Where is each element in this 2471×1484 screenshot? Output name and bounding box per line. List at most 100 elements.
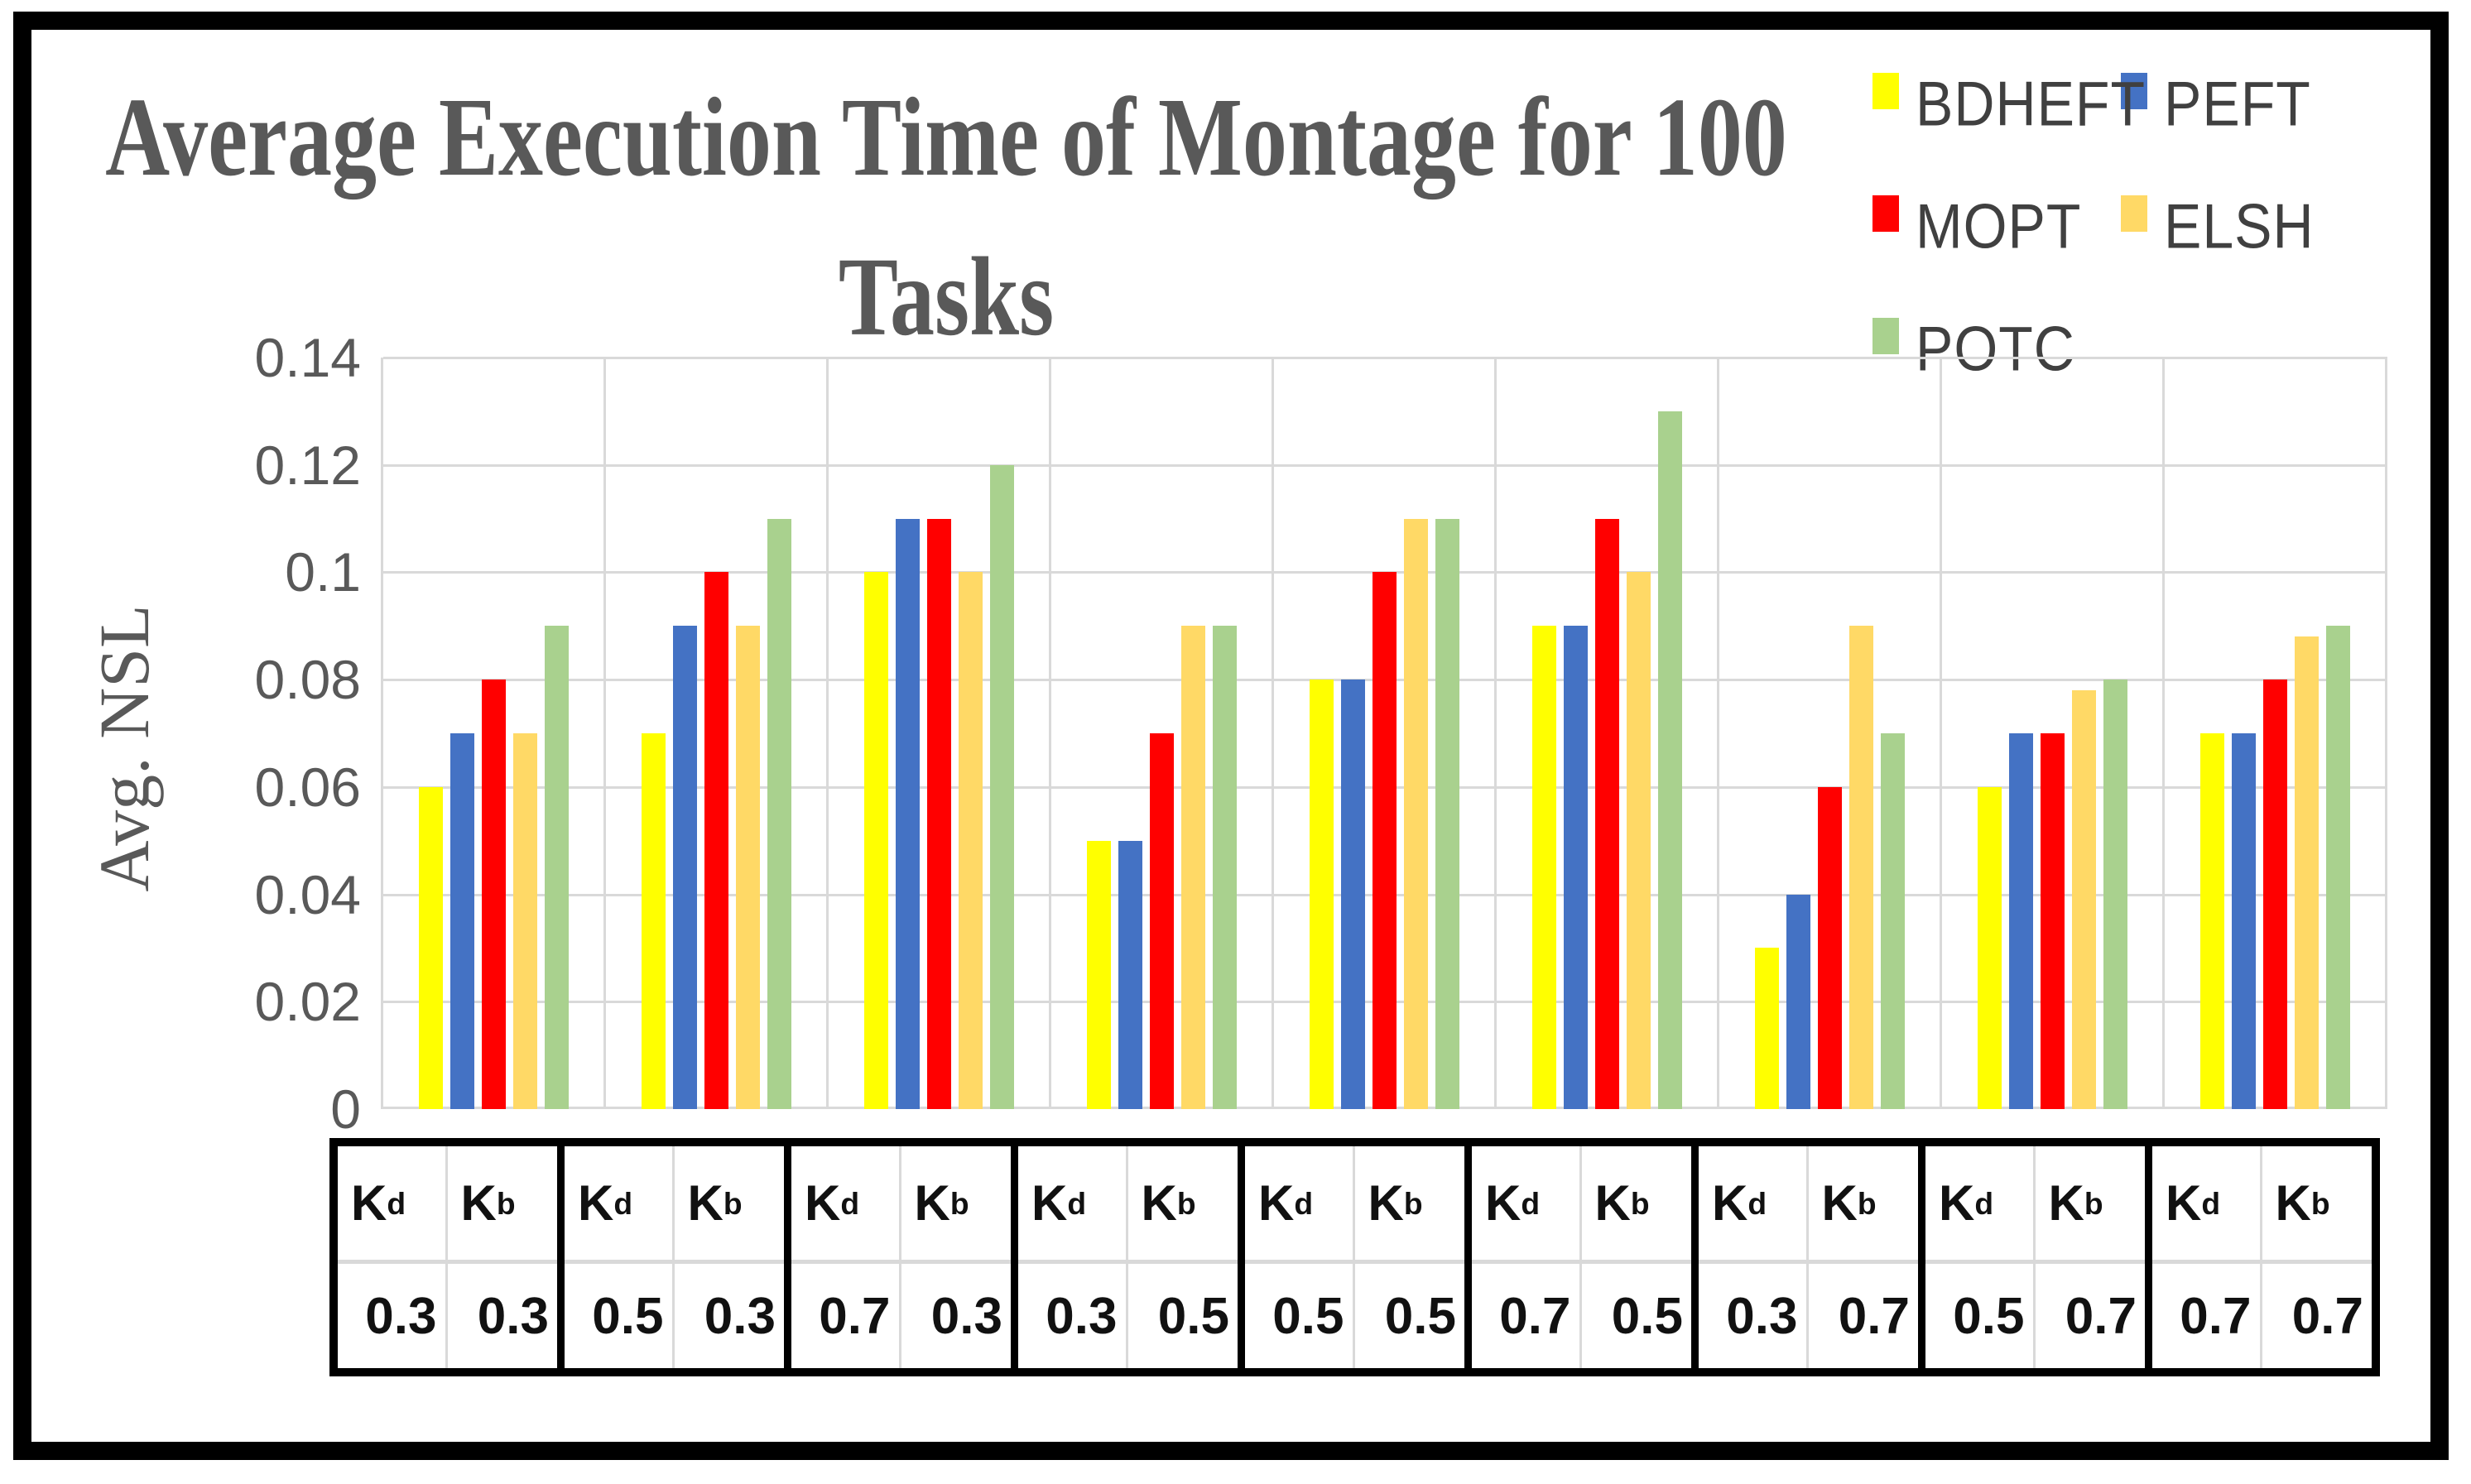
legend-label: MOPT: [1916, 191, 2082, 262]
bar-mopt-group9: [2262, 680, 2287, 1109]
y-tick-label: 0: [330, 1078, 361, 1140]
bar-potc-group7: [1880, 733, 1905, 1109]
gridline: [383, 357, 2387, 359]
chart-title-line2: Tasks: [838, 235, 1055, 360]
legend-swatch-icon: [2121, 195, 2147, 232]
bar-potc-group3: [989, 464, 1014, 1109]
bar-mopt-group1: [481, 680, 506, 1109]
y-tick-label: 0.12: [254, 434, 361, 496]
legend-swatch-icon: [1872, 195, 1899, 232]
bar-peft-group6: [1563, 626, 1588, 1109]
bar-elsh-group1: [512, 733, 537, 1109]
kb-label-base: K: [1141, 1175, 1177, 1232]
x-table-value-kd: 0.7: [1472, 1264, 1582, 1368]
x-table-value-kd: 0.5: [565, 1264, 675, 1368]
bar-cluster: [1051, 358, 1272, 1109]
bar-cluster: [383, 358, 603, 1109]
x-table-value-kb: 0.3: [477, 1287, 549, 1345]
bar-potc-group1: [544, 626, 569, 1109]
legend: BDHEFT PEFT MOPT ELSH POTC: [1872, 68, 2394, 435]
bar-mopt-group3: [926, 518, 951, 1109]
x-table-value-kb: 0.3: [704, 1287, 776, 1345]
x-table-value-kd: 0.7: [791, 1264, 901, 1368]
bar-mopt-group2: [704, 572, 728, 1109]
bar-bdheft-group2: [641, 733, 666, 1109]
x-table-value-kb: 0.7: [1838, 1287, 1910, 1345]
bar-peft-group1: [449, 733, 474, 1109]
legend-label: PEFT: [2164, 69, 2311, 140]
x-table-value-kd: 0.3: [1699, 1264, 1809, 1368]
bar-peft-group8: [2008, 733, 2033, 1109]
chart-title-line1: Average Execution Time of Montage for 10…: [105, 75, 1787, 200]
kd-label-base: K: [1031, 1175, 1068, 1232]
bar-group-7: [1719, 358, 1942, 1109]
x-table-value-kb: 0.5: [1157, 1287, 1229, 1345]
bar-bdheft-group7: [1754, 948, 1779, 1109]
bar-group-8: [1942, 358, 2165, 1109]
plot-area: [381, 357, 2387, 1109]
bar-potc-group6: [1657, 411, 1682, 1109]
bar-bdheft-group1: [418, 786, 443, 1109]
x-table-value-kd: 0.3: [338, 1264, 448, 1368]
y-tick-label: 0.02: [254, 971, 361, 1033]
x-table-value-kb: 0.5: [1611, 1287, 1683, 1345]
bar-cluster: [606, 358, 826, 1109]
kb-label-base: K: [2048, 1175, 2084, 1232]
bar-peft-group3: [895, 518, 920, 1109]
legend-item-mopt: MOPT: [1872, 190, 2121, 313]
bar-elsh-group4: [1180, 626, 1205, 1109]
y-tick-label: 0.08: [254, 649, 361, 711]
kb-label-base: K: [2275, 1175, 2311, 1232]
bar-group-3: [829, 358, 1051, 1109]
chart-canvas: Average Execution Time of Montage for 10…: [31, 30, 2430, 1442]
x-table-value-kd: 0.5: [1245, 1264, 1355, 1368]
y-tick-label: 0.14: [254, 327, 361, 388]
bar-elsh-group8: [2071, 690, 2096, 1109]
bar-potc-group8: [2103, 680, 2127, 1109]
bar-mopt-group7: [1817, 786, 1842, 1109]
bar-group-4: [1051, 358, 1274, 1109]
bar-group-9: [2165, 358, 2387, 1109]
bar-elsh-group7: [1848, 626, 1873, 1109]
bar-group-6: [1497, 358, 1719, 1109]
kd-label-base: K: [1712, 1175, 1748, 1232]
bar-elsh-group2: [735, 626, 760, 1109]
kd-label-base: K: [351, 1175, 387, 1232]
chart-frame: Average Execution Time of Montage for 10…: [13, 12, 2449, 1460]
bar-elsh-group9: [2294, 636, 2319, 1109]
legend-item-peft: PEFT: [2121, 68, 2394, 190]
x-table-value-kb: 0.7: [2291, 1287, 2363, 1345]
bar-mopt-group5: [1372, 572, 1397, 1109]
bar-cluster: [2165, 358, 2385, 1109]
kb-label-base: K: [687, 1175, 724, 1232]
bar-cluster: [1274, 358, 1494, 1109]
bar-cluster: [1719, 358, 1940, 1109]
kd-label-base: K: [1485, 1175, 1522, 1232]
y-axis-tick-labels: 0.14 0.12 0.1 0.08 0.06 0.04 0.02 0: [56, 330, 361, 1136]
gridline: [383, 463, 2387, 467]
chart-title: Average Execution Time of Montage for 10…: [31, 58, 1861, 377]
bar-elsh-group5: [1403, 518, 1428, 1109]
bar-elsh-group6: [1626, 572, 1651, 1109]
kd-label-base: K: [578, 1175, 614, 1232]
bar-bdheft-group6: [1531, 626, 1556, 1109]
bar-group-5: [1274, 358, 1497, 1109]
x-table-value-kb: 0.5: [1384, 1287, 1456, 1345]
bar-peft-group4: [1118, 840, 1142, 1109]
kb-label-base: K: [914, 1175, 950, 1232]
